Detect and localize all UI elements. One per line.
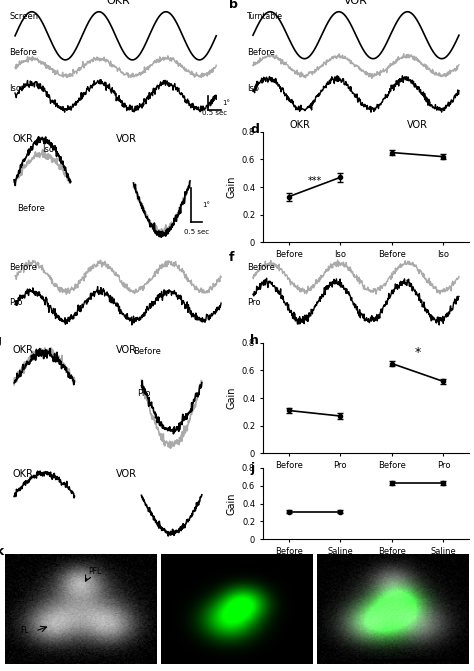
Text: Before: Before [133, 347, 161, 356]
Text: d: d [250, 123, 259, 136]
Text: Pro: Pro [9, 298, 23, 307]
Text: CN: CN [12, 591, 23, 600]
Text: b: b [229, 0, 238, 11]
Text: VOR: VOR [116, 469, 137, 479]
Y-axis label: Gain: Gain [227, 386, 237, 409]
Text: OKR: OKR [13, 134, 34, 144]
Text: Pro: Pro [247, 298, 261, 307]
Text: 0.5 sec: 0.5 sec [184, 229, 209, 235]
Text: 1°: 1° [203, 202, 211, 208]
Y-axis label: Gain: Gain [227, 176, 237, 199]
Text: VOR: VOR [407, 119, 428, 130]
Text: OKR: OKR [13, 345, 34, 355]
Title: VOR: VOR [344, 0, 368, 6]
Text: PFL: PFL [88, 567, 101, 576]
Text: FL: FL [20, 626, 28, 635]
Text: Screen: Screen [9, 12, 38, 21]
Text: Before: Before [17, 205, 45, 213]
Text: Iso: Iso [42, 145, 54, 154]
Text: Iso: Iso [9, 84, 21, 93]
Text: j: j [250, 462, 255, 475]
Text: OKR: OKR [290, 119, 310, 130]
Text: Before: Before [9, 48, 37, 56]
Text: VOR: VOR [116, 134, 137, 144]
Text: f: f [229, 251, 235, 264]
Text: Pro: Pro [137, 389, 150, 398]
Text: k: k [0, 545, 4, 558]
Text: *: * [415, 346, 421, 360]
Title: OKR: OKR [106, 0, 130, 6]
Text: ***: *** [307, 176, 321, 186]
Text: g: g [0, 334, 1, 347]
Text: Before: Before [9, 262, 37, 272]
Text: Before: Before [247, 48, 275, 56]
Text: Before: Before [247, 262, 275, 272]
Text: 1°: 1° [222, 100, 230, 106]
Text: h: h [250, 334, 259, 347]
Text: OKR: OKR [13, 469, 34, 479]
Text: 0.5 sec: 0.5 sec [202, 110, 227, 116]
Y-axis label: Gain: Gain [227, 493, 237, 515]
Text: Turntable: Turntable [247, 12, 283, 21]
Text: Iso: Iso [247, 84, 259, 93]
Text: VOR: VOR [116, 345, 137, 355]
